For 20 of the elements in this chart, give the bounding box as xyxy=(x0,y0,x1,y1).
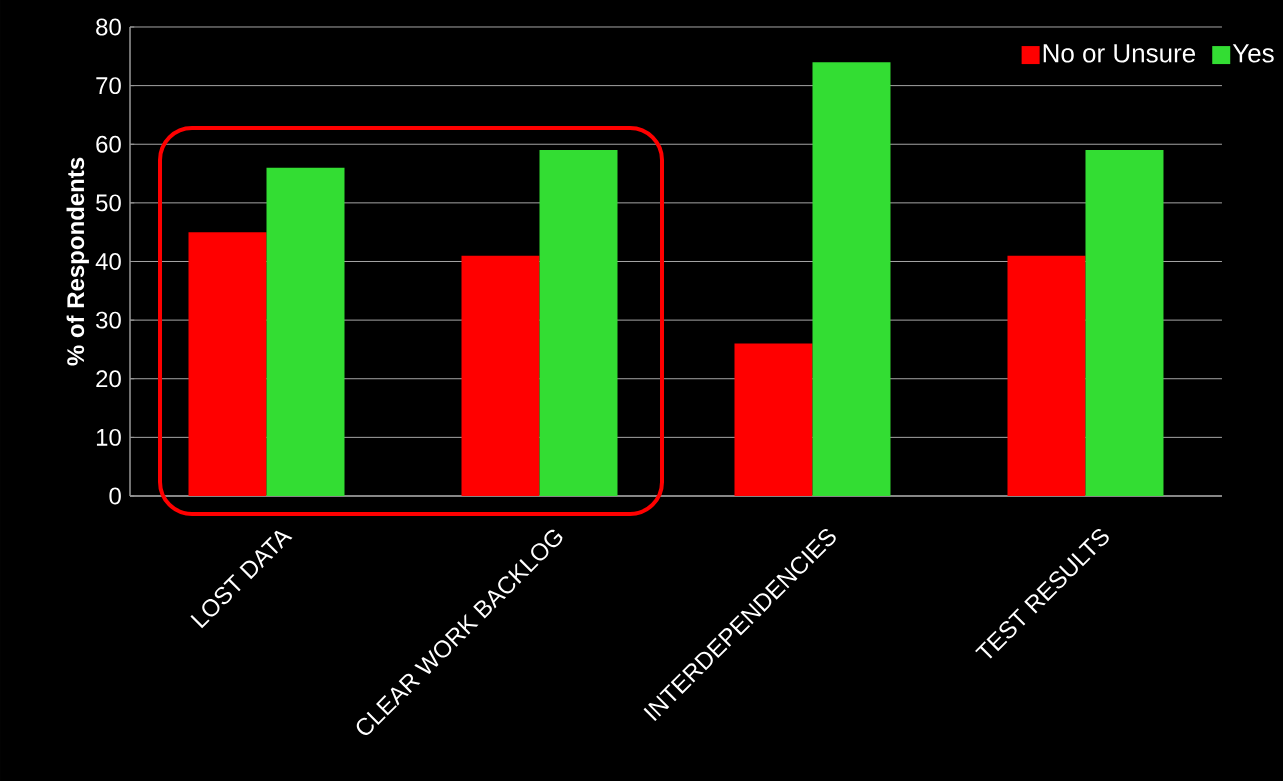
y-tick-label: 20 xyxy=(96,370,121,388)
bar xyxy=(188,232,267,496)
y-tick-label: 80 xyxy=(96,18,121,36)
y-tick-label: 0 xyxy=(109,487,121,505)
y-tick-label: 40 xyxy=(95,253,121,270)
y-tick-label: 30 xyxy=(96,311,121,329)
bar xyxy=(734,343,813,496)
y-tick-label: 50 xyxy=(96,194,121,212)
bar xyxy=(266,167,345,496)
bar xyxy=(539,150,618,496)
legend-label: No or Unsure xyxy=(1043,44,1196,63)
bar xyxy=(1085,150,1164,496)
y-tick-label: 60 xyxy=(96,135,121,153)
y-tick-label: 10 xyxy=(96,428,121,446)
y-axis-title: % of Respondents xyxy=(66,157,89,366)
bar xyxy=(1007,255,1086,496)
legend-label: Yes xyxy=(1232,44,1274,63)
y-tick-label: 70 xyxy=(96,77,121,95)
bar xyxy=(812,62,891,496)
bar xyxy=(461,255,540,496)
